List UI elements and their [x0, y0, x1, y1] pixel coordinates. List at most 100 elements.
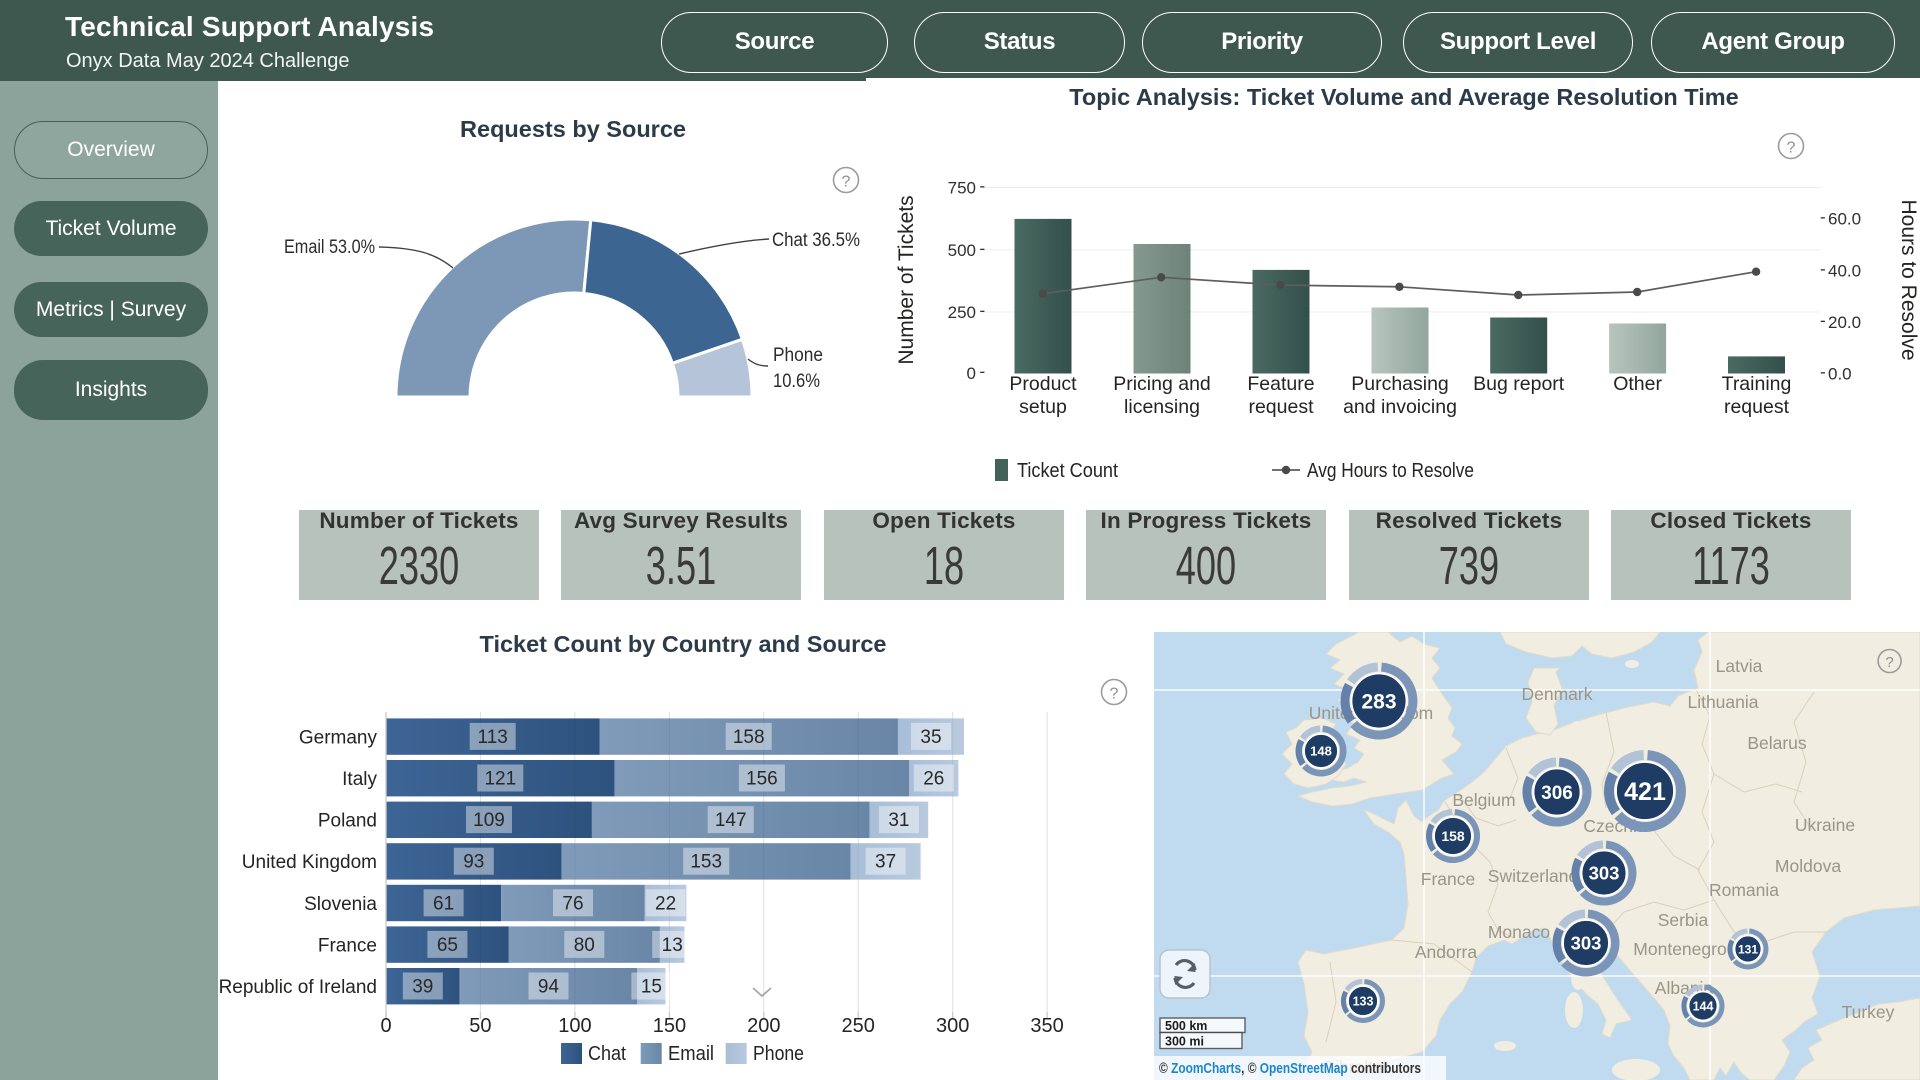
svg-text:Chat: Chat: [588, 1043, 626, 1065]
svg-text:Training: Training: [1722, 373, 1792, 395]
svg-text:131: 131: [1738, 942, 1758, 956]
svg-text:200: 200: [747, 1015, 780, 1037]
svg-text:Feature: Feature: [1247, 373, 1314, 395]
svg-text:300 mi: 300 mi: [1165, 1035, 1204, 1049]
svg-text:421: 421: [1624, 778, 1666, 806]
svg-text:Ticket Count by Country and So: Ticket Count by Country and Source: [480, 631, 887, 657]
svg-text:?: ?: [1787, 140, 1796, 157]
svg-text:-: -: [980, 177, 986, 196]
svg-text:0.0: 0.0: [1828, 365, 1852, 384]
svg-text:Bug report: Bug report: [1473, 373, 1565, 395]
svg-text:?: ?: [842, 174, 851, 191]
svg-text:-: -: [980, 239, 986, 258]
svg-text:26: 26: [923, 769, 944, 790]
svg-text:Requests by Source: Requests by Source: [460, 116, 686, 142]
svg-text:76: 76: [562, 893, 583, 914]
svg-text:250: 250: [842, 1015, 875, 1037]
svg-text:Romania: Romania: [1709, 880, 1779, 900]
svg-text:Chat 36.5%: Chat 36.5%: [772, 230, 860, 251]
svg-text:-: -: [980, 301, 986, 320]
svg-text:-: -: [1820, 311, 1826, 330]
svg-text:35: 35: [920, 727, 941, 748]
svg-text:50: 50: [469, 1015, 491, 1037]
svg-text:-: -: [980, 362, 986, 381]
svg-text:Serbia: Serbia: [1658, 910, 1709, 930]
svg-text:Pricing and: Pricing and: [1113, 373, 1211, 395]
svg-text:Moldova: Moldova: [1775, 856, 1841, 876]
svg-text:Monaco: Monaco: [1488, 922, 1550, 942]
svg-text:-: -: [1820, 208, 1826, 227]
svg-text:15: 15: [641, 977, 662, 998]
svg-text:Latvia: Latvia: [1716, 656, 1763, 676]
svg-text:Italy: Italy: [342, 769, 377, 790]
svg-text:100: 100: [558, 1015, 591, 1037]
svg-text:Andorra: Andorra: [1415, 942, 1478, 962]
svg-text:Slovenia: Slovenia: [304, 894, 377, 915]
svg-text:Email 53.0%: Email 53.0%: [284, 237, 375, 258]
svg-text:Phone: Phone: [753, 1043, 804, 1065]
svg-text:250: 250: [948, 303, 976, 322]
svg-text:13: 13: [662, 935, 683, 956]
svg-text:licensing: licensing: [1124, 396, 1200, 418]
svg-text:158: 158: [1441, 828, 1465, 844]
svg-text:300: 300: [936, 1015, 969, 1037]
svg-text:United Kingdom: United Kingdom: [242, 852, 377, 873]
svg-text:setup: setup: [1019, 396, 1067, 418]
svg-text:303: 303: [1571, 933, 1602, 954]
svg-text:Topic Analysis: Ticket Volume: Topic Analysis: Ticket Volume and Averag…: [1069, 84, 1739, 110]
svg-text:Belarus: Belarus: [1747, 733, 1807, 753]
svg-text:Poland: Poland: [318, 811, 377, 832]
svg-text:148: 148: [1310, 744, 1332, 759]
svg-text:153: 153: [690, 852, 722, 873]
svg-text:?: ?: [1885, 654, 1893, 671]
svg-text:-: -: [1820, 363, 1826, 382]
svg-text:500 km: 500 km: [1165, 1019, 1207, 1033]
svg-text:156: 156: [746, 769, 778, 790]
svg-text:20.0: 20.0: [1828, 313, 1861, 332]
svg-text:61: 61: [433, 893, 454, 914]
svg-text:0: 0: [967, 364, 976, 383]
svg-text:306: 306: [1541, 783, 1573, 804]
svg-text:40.0: 40.0: [1828, 261, 1861, 280]
svg-text:© ZoomCharts, © OpenStreetMap: © ZoomCharts, © OpenStreetMap contributo…: [1159, 1061, 1421, 1077]
svg-text:500: 500: [948, 241, 976, 260]
svg-text:Avg Hours to Resolve: Avg Hours to Resolve: [1307, 460, 1474, 482]
svg-text:France: France: [318, 935, 377, 956]
svg-text:31: 31: [888, 810, 909, 831]
svg-text:147: 147: [715, 810, 747, 831]
svg-text:0: 0: [380, 1015, 391, 1037]
svg-text:133: 133: [1353, 995, 1374, 1009]
svg-text:303: 303: [1589, 863, 1620, 884]
svg-text:Number of Tickets: Number of Tickets: [895, 195, 918, 364]
svg-text:Ticket Count: Ticket Count: [1017, 460, 1118, 482]
svg-text:Denmark: Denmark: [1522, 684, 1593, 704]
svg-text:Purchasing: Purchasing: [1351, 373, 1449, 395]
svg-text:150: 150: [653, 1015, 686, 1037]
svg-text:Republic of Ireland: Republic of Ireland: [219, 977, 377, 998]
svg-text:request: request: [1248, 396, 1314, 418]
svg-text:Montenegro: Montenegro: [1633, 939, 1726, 959]
svg-text:Turkey: Turkey: [1842, 1002, 1895, 1022]
svg-text:80: 80: [574, 935, 595, 956]
svg-text:Germany: Germany: [299, 727, 378, 748]
svg-text:283: 283: [1361, 691, 1396, 714]
svg-text:94: 94: [538, 977, 560, 998]
svg-text:Ukraine: Ukraine: [1795, 815, 1855, 835]
svg-text:Switzerland: Switzerland: [1488, 866, 1578, 886]
svg-text:37: 37: [875, 852, 896, 873]
svg-text:93: 93: [463, 852, 484, 873]
svg-text:Other: Other: [1613, 373, 1662, 395]
svg-text:-: -: [1820, 259, 1826, 278]
svg-text:Hours to Resolve: Hours to Resolve: [1897, 199, 1920, 360]
svg-text:and invoicing: and invoicing: [1343, 396, 1457, 418]
svg-text:65: 65: [437, 935, 458, 956]
svg-text:158: 158: [733, 727, 765, 748]
svg-text:Phone: Phone: [773, 345, 823, 366]
svg-text:121: 121: [484, 769, 516, 790]
svg-text:113: 113: [478, 727, 508, 748]
svg-text:39: 39: [412, 977, 433, 998]
svg-text:France: France: [1421, 869, 1475, 889]
svg-text:?: ?: [1110, 686, 1119, 703]
svg-text:Product: Product: [1009, 373, 1077, 395]
svg-text:10.6%: 10.6%: [773, 371, 820, 392]
